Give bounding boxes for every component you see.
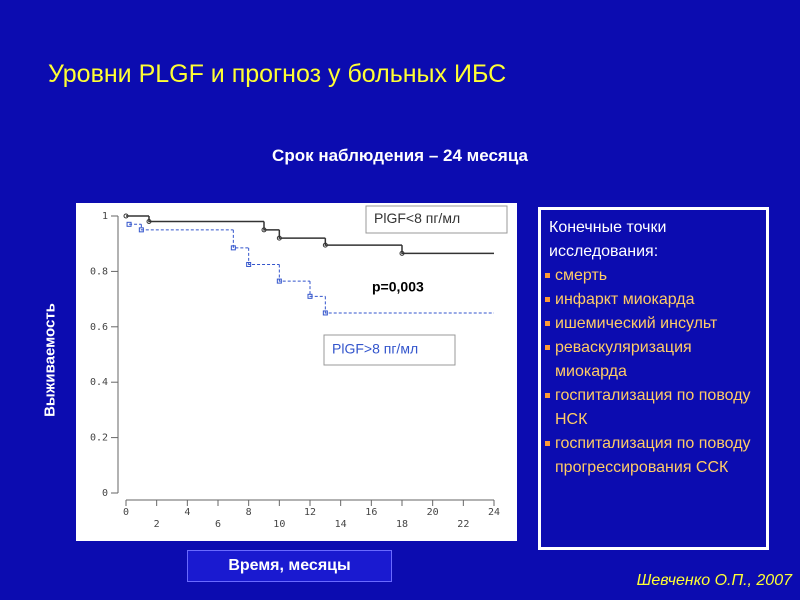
censor-marker <box>399 250 405 256</box>
survival-step <box>232 229 249 249</box>
x-tick-label: 12 <box>304 507 316 518</box>
survival-step <box>401 245 494 255</box>
survival-step <box>278 229 326 239</box>
chart: p=0,003 00.20.40.60.81024681012141618202… <box>76 203 517 541</box>
endpoints-list: смерть инфаркт миокарда ишемический инсуль… <box>545 264 766 480</box>
censor-marker <box>261 227 267 233</box>
x-tick-label: 4 <box>184 507 190 518</box>
survival-step <box>324 296 494 314</box>
y-tick-label: 0.4 <box>90 377 108 388</box>
slide-title: Уровни PLGF и прогноз у больных ИБС <box>48 60 507 88</box>
endpoint-item: смерть <box>545 264 766 288</box>
endpoint-item: ишемический инсульт <box>545 312 766 336</box>
censor-marker <box>322 310 328 316</box>
censor-marker <box>276 278 282 284</box>
x-tick-label: 10 <box>273 519 285 530</box>
endpoints-title: Конечные точки исследования: <box>549 219 667 260</box>
survival-step <box>324 238 402 246</box>
chart-subtitle: Срок наблюдения – 24 месяца <box>272 146 528 165</box>
x-tick-label: 20 <box>427 507 439 518</box>
chart-background <box>76 203 517 541</box>
survival-step <box>140 224 234 231</box>
legend-box <box>323 334 456 366</box>
survival-step <box>309 281 326 297</box>
x-tick-label: 8 <box>246 507 252 518</box>
legend-label: PlGF<8 пг/мл <box>374 210 460 226</box>
y-tick-label: 0.6 <box>90 322 108 333</box>
legend-box <box>365 205 508 234</box>
censor-marker <box>276 235 282 241</box>
x-tick-label: 18 <box>396 519 408 530</box>
x-axis-label: Время, месяцы <box>187 550 392 582</box>
x-tick-label: 16 <box>365 507 377 518</box>
endpoint-item: инфаркт миокарда <box>545 288 766 312</box>
survival-step <box>148 216 264 223</box>
x-tick-label: 0 <box>123 507 129 518</box>
y-axis-label: Выживаемость <box>41 303 59 417</box>
y-tick-label: 1 <box>102 211 108 222</box>
x-tick-label: 24 <box>488 507 500 518</box>
survival-step <box>248 247 280 265</box>
p-value: p=0,003 <box>372 279 424 295</box>
survival-step <box>263 221 280 231</box>
endpoint-item: госпитализация по поводу прогрессировани… <box>545 432 766 480</box>
x-tick-label: 6 <box>215 519 221 530</box>
x-tick-label: 22 <box>457 519 469 530</box>
endpoint-item: реваскуляризация миокарда <box>545 336 766 384</box>
y-tick-label: 0 <box>102 488 108 499</box>
censor-marker <box>322 242 328 248</box>
credit: Шевченко О.П., 2007 <box>636 572 792 589</box>
x-tick-label: 2 <box>154 519 160 530</box>
censor-marker <box>138 227 144 233</box>
censor-marker <box>123 213 129 219</box>
y-tick-label: 0.8 <box>90 266 108 277</box>
endpoint-item: госпитализация по поводу НСК <box>545 384 766 432</box>
censor-marker <box>307 293 313 299</box>
censor-marker <box>246 261 252 267</box>
y-tick-label: 0.2 <box>90 433 108 444</box>
survival-step <box>278 264 310 282</box>
censor-marker <box>230 245 236 251</box>
x-tick-label: 14 <box>335 519 347 530</box>
censor-marker <box>146 219 152 225</box>
censor-marker <box>126 221 132 227</box>
endpoints-box: Конечные точки исследования: смерть инфар… <box>538 207 769 550</box>
legend-label: PlGF>8 пг/мл <box>332 341 418 357</box>
